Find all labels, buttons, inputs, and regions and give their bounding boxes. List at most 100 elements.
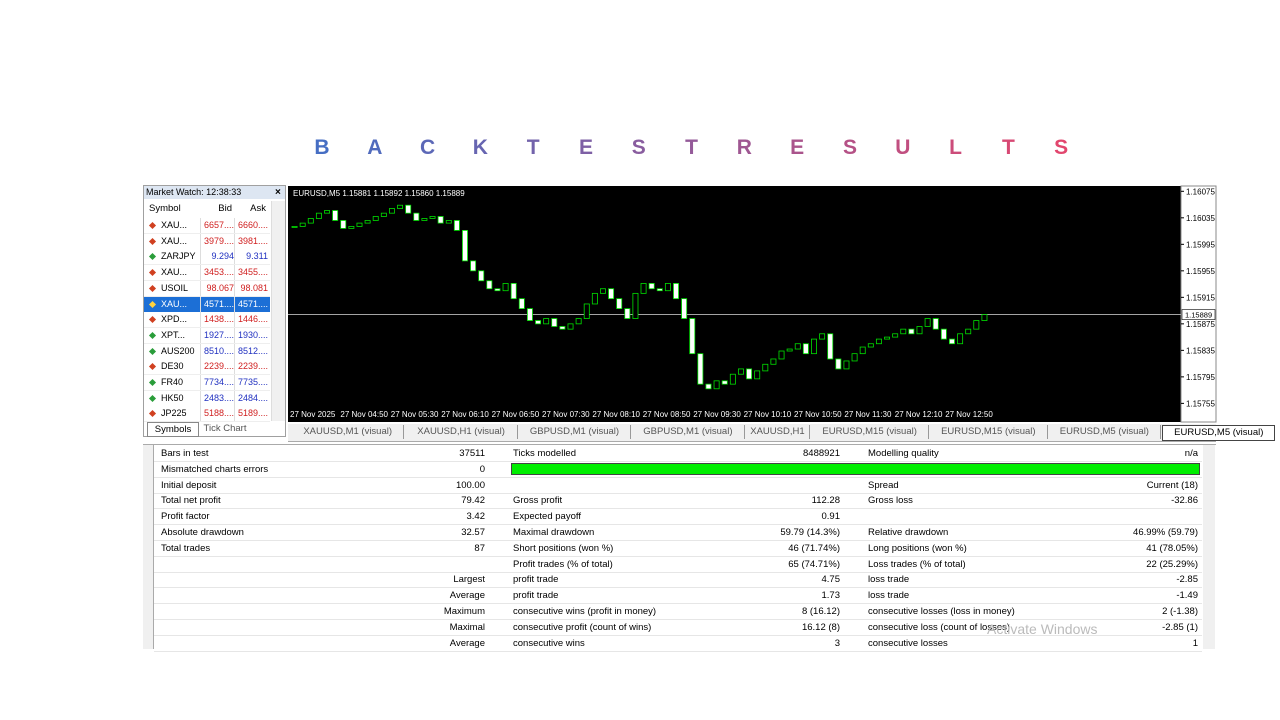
chart-tab[interactable]: XAUUSD,H1 <box>746 425 811 439</box>
tab[interactable]: Symbols <box>147 422 199 437</box>
symbol-icon <box>148 363 157 371</box>
close-button[interactable]: × <box>275 187 281 198</box>
bid: 9.294 <box>200 249 234 265</box>
result-label: Profit factor <box>161 511 210 523</box>
row-line <box>154 587 1202 589</box>
result-value: 4.75 <box>821 574 841 586</box>
candle <box>437 216 444 224</box>
symbol-row[interactable]: XAU... 4571.... 4571.... <box>144 296 270 313</box>
candle <box>851 353 858 362</box>
symbol-row[interactable]: USOIL 98.067 98.081 <box>144 280 270 297</box>
row-line <box>154 555 1202 557</box>
symbol: XAU... <box>161 235 188 246</box>
ask: 2484.... <box>234 390 268 406</box>
tab[interactable]: Tick Chart <box>203 423 247 434</box>
result-value: 1.73 <box>821 590 841 602</box>
symbol-icon <box>148 378 157 387</box>
chart-tab[interactable]: GBPUSD,M1 (visual) <box>632 425 745 439</box>
symbol: HK50 <box>161 392 184 403</box>
row-line <box>154 571 1202 573</box>
side-strip <box>143 445 154 649</box>
symbol-row[interactable]: ZARJPY 9.294 9.311 <box>144 249 270 266</box>
row-line <box>154 619 1202 620</box>
result-label: profit trade <box>513 590 559 602</box>
chart-tab[interactable]: GBPUSD,M1 (visual) <box>519 425 632 439</box>
candle <box>965 328 972 335</box>
result-value: 37511 <box>459 448 485 459</box>
chart-tab[interactable]: EURUSD,M15 (visual) <box>930 425 1048 439</box>
symbol-row[interactable]: XPD... 1438.... 1446.... <box>144 312 270 329</box>
result-value: 16.12 (8) <box>801 621 840 633</box>
bid: 1927.... <box>200 327 234 343</box>
result-value: 8488921 <box>803 448 840 459</box>
candle <box>721 380 728 385</box>
chart-tab[interactable]: EURUSD,M5 (visual) <box>1162 425 1276 441</box>
result-value: Average <box>449 637 485 649</box>
candle <box>364 220 371 224</box>
candle <box>673 283 679 300</box>
row-line <box>154 476 1202 478</box>
candle <box>949 338 955 345</box>
result-label: Gross loss <box>868 495 913 507</box>
candle <box>518 298 525 310</box>
ask: 7735.... <box>234 375 268 390</box>
candle <box>794 343 801 350</box>
candle <box>559 326 566 330</box>
result-label: Bars in test <box>161 448 209 459</box>
title-letter: T <box>526 136 540 159</box>
candle <box>835 358 842 370</box>
result-label: Total trades <box>161 542 211 554</box>
result-value: 87 <box>474 542 485 554</box>
chart-tab[interactable]: XAUUSD,H1 (visual) <box>405 425 518 439</box>
result-label: Modelling quality <box>868 448 939 459</box>
symbol-icon <box>148 253 157 261</box>
result-label: Short positions (won %) <box>513 542 614 554</box>
candle <box>713 380 720 390</box>
symbol: JP225 <box>161 408 187 419</box>
symbol-row[interactable]: JP225 5188.... 5189.... <box>144 406 270 423</box>
candle <box>397 204 404 209</box>
result-value: -2.85 <box>1176 574 1198 586</box>
ask: 98.081 <box>234 280 268 296</box>
candle <box>827 333 834 360</box>
bid: 3979.... <box>200 233 234 249</box>
symbol-row[interactable]: XAU... 3453.... 3455.... <box>144 265 270 282</box>
candle <box>502 283 509 292</box>
symbol: XAU... <box>161 220 188 230</box>
candle <box>664 283 671 292</box>
candle <box>908 328 915 335</box>
y-tick-label: 1.16035 <box>1186 214 1215 223</box>
market-watch-header: Market Watch: 12:38:33 <box>144 186 285 199</box>
chart-background <box>288 186 1181 422</box>
symbol: XAU... <box>161 267 188 278</box>
chart-tab[interactable]: EURUSD,M5 (visual) <box>1049 425 1162 439</box>
candle <box>778 350 785 360</box>
symbol-icon <box>148 221 157 230</box>
result-label: Maximal drawdown <box>513 527 595 538</box>
chart-tab[interactable]: EURUSD,M15 (visual) <box>811 425 929 439</box>
x-tick-label: 27 Nov 07:30 <box>542 410 590 419</box>
result-label: consecutive losses <box>868 637 948 649</box>
result-label: Spread <box>868 479 899 491</box>
result-value: -1.49 <box>1176 590 1198 602</box>
symbol-row[interactable]: AUS200 8510.... 8512.... <box>144 343 270 360</box>
title-letter: T <box>685 136 698 159</box>
candle <box>583 303 590 319</box>
symbol-row[interactable]: HK50 2483.... 2484.... <box>144 390 270 407</box>
result-label: Initial deposit <box>161 479 217 491</box>
symbol-row[interactable]: DE30 2239.... 2239.... <box>144 359 270 376</box>
symbol-row[interactable]: XAU... 6657.... 6660.... <box>144 218 270 234</box>
symbol-row[interactable]: XPT... 1927.... 1930.... <box>144 327 270 344</box>
ask: 6660.... <box>234 218 268 233</box>
candle <box>811 338 817 355</box>
candle <box>624 308 631 319</box>
result-value: 79.42 <box>461 495 485 507</box>
candle <box>867 343 874 348</box>
symbol-row[interactable]: FR40 7734.... 7735.... <box>144 375 270 391</box>
symbol-row[interactable]: XAU... 3979.... 3981.... <box>144 233 270 250</box>
ask: 3455.... <box>234 265 268 281</box>
chart-tab[interactable]: XAUUSD,M1 (visual) <box>292 425 405 439</box>
x-tick-label: 27 Nov 08:50 <box>643 410 691 419</box>
candle <box>656 288 663 292</box>
candle <box>802 343 809 355</box>
